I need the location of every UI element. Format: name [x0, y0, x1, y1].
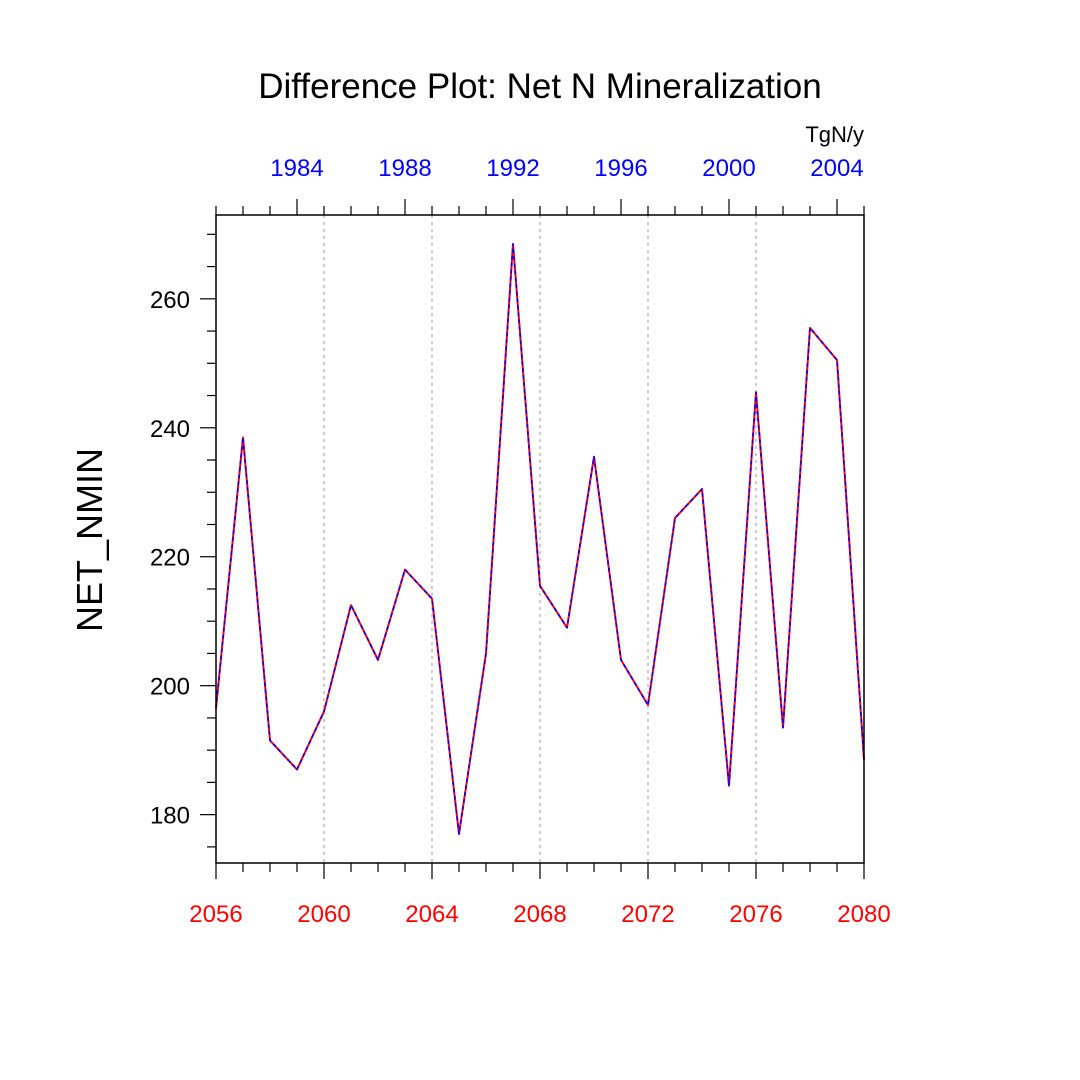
tick-labels: 2056 2060 2064 2068 2072 2076 2080 1984 1988 1992… — [150, 155, 891, 928]
series-line-control — [215, 243, 865, 835]
y-axis-label: NET_NMIN — [69, 448, 110, 632]
top-tick-label-1992: 1992 — [486, 155, 539, 182]
top-tick-label-2000: 2000 — [702, 155, 755, 182]
data-series — [215, 243, 865, 835]
y-tick-label-180: 180 — [150, 803, 190, 830]
axis-ticks — [200, 199, 865, 879]
bottom-tick-label-2056: 2056 — [189, 901, 242, 928]
gridlines — [323, 215, 757, 863]
y-tick-label-260: 260 — [150, 287, 190, 314]
bottom-tick-label-2060: 2060 — [297, 901, 350, 928]
bottom-tick-label-2080: 2080 — [837, 901, 890, 928]
chart-title: Difference Plot: Net N Mineralization — [258, 67, 822, 106]
units-label: TgN/y — [805, 122, 864, 147]
bottom-tick-label-2068: 2068 — [513, 901, 566, 928]
y-tick-label-240: 240 — [150, 416, 190, 443]
bottom-tick-label-2072: 2072 — [621, 901, 674, 928]
y-tick-label-200: 200 — [150, 674, 190, 701]
bottom-tick-label-2064: 2064 — [405, 901, 458, 928]
top-tick-label-1996: 1996 — [594, 155, 647, 182]
y-tick-label-220: 220 — [150, 545, 190, 572]
top-tick-label-1984: 1984 — [270, 155, 323, 182]
bottom-tick-label-2076: 2076 — [729, 901, 782, 928]
top-tick-label-2004: 2004 — [810, 155, 863, 182]
top-tick-label-1988: 1988 — [378, 155, 431, 182]
